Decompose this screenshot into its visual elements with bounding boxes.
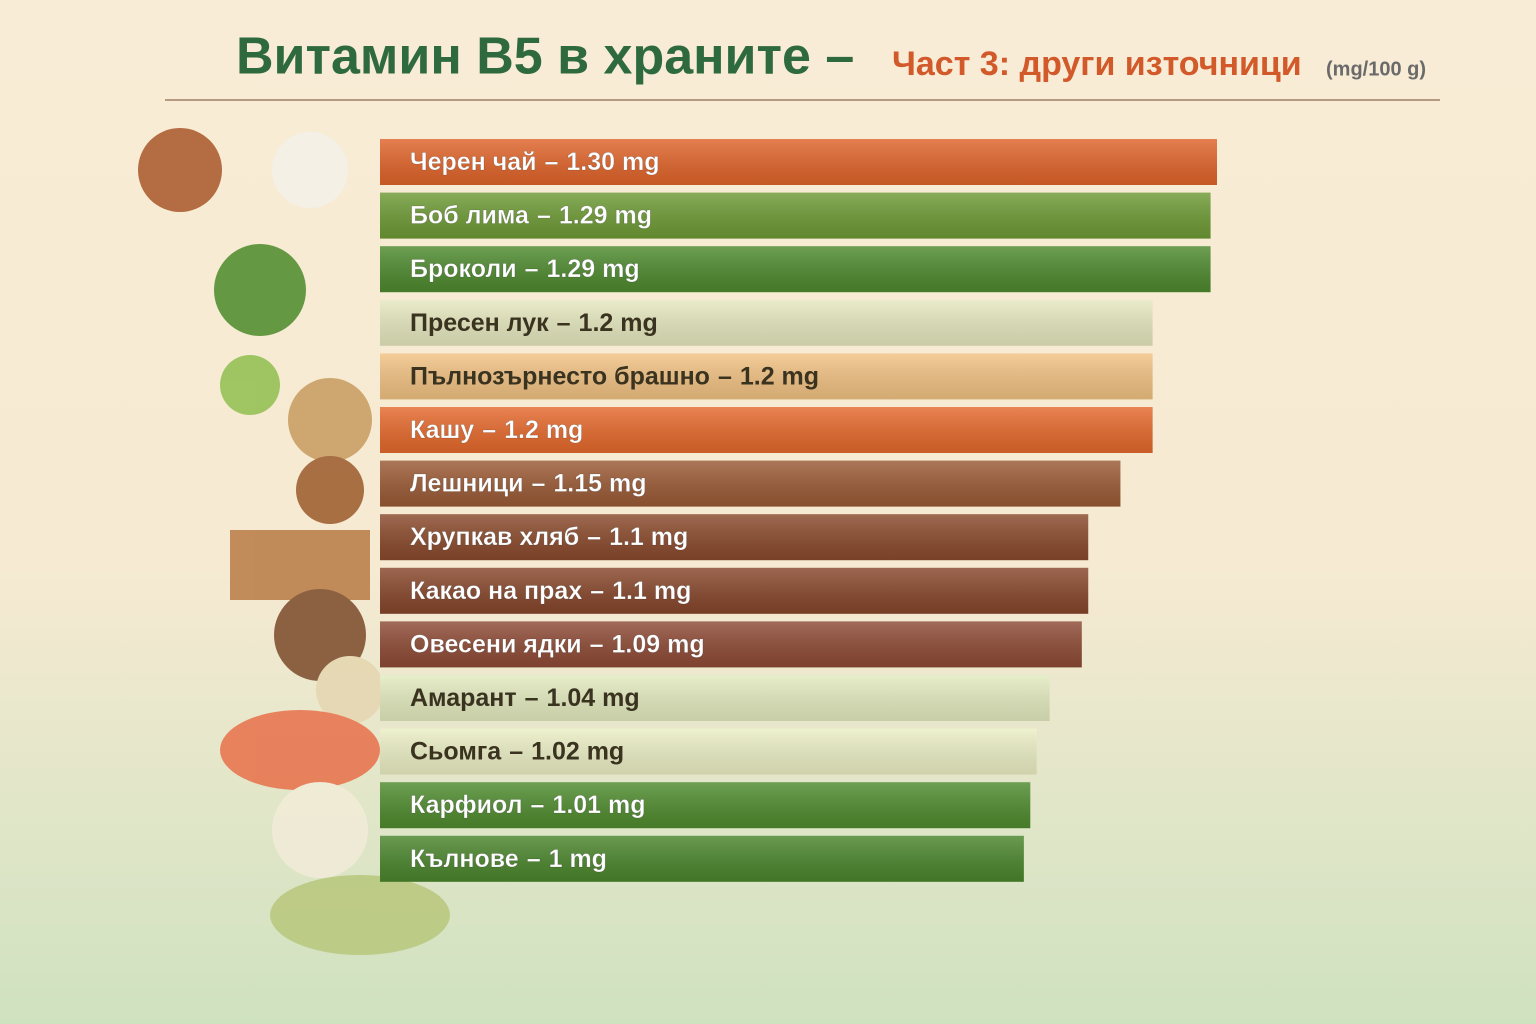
bar-sheen <box>380 139 1217 185</box>
value-label: 1.04 mg <box>547 684 640 712</box>
value-label: 1.29 mg <box>559 201 652 229</box>
category-label: Карфиол <box>410 791 523 819</box>
bar-sheen <box>380 835 1024 882</box>
bar-sheen <box>380 407 1153 453</box>
bar-label: Пресен лук –1.2 mg <box>410 308 658 336</box>
chart-subtitle: Част 3: други източници <box>892 45 1302 83</box>
category-label: Хрупкав хляб <box>410 523 579 551</box>
category-label: Черен чай <box>410 148 536 176</box>
bar-label: Сьомга –1.02 mg <box>410 737 624 765</box>
bar-sheen <box>380 675 1050 721</box>
separator: – <box>525 255 539 283</box>
value-label: 1.2 mg <box>504 416 583 444</box>
value-label: 1.01 mg <box>552 791 645 819</box>
separator: – <box>532 469 546 497</box>
bar-sheen <box>380 514 1089 561</box>
bar-label: Лешници –1.15 mg <box>410 469 647 497</box>
value-label: 1.02 mg <box>531 737 624 765</box>
separator: – <box>527 844 541 872</box>
bar-sheen <box>380 299 1153 346</box>
separator: – <box>531 791 545 819</box>
bar-label: Черен чай –1.30 mg <box>410 148 660 176</box>
bar-sheen <box>380 353 1153 400</box>
value-label: 1.30 mg <box>566 148 659 176</box>
bar-label: Овесени ядки –1.09 mg <box>410 630 705 658</box>
chart-title: Витамин B5 в храните – <box>236 28 854 86</box>
separator: – <box>718 362 732 390</box>
separator: – <box>482 416 496 444</box>
separator: – <box>590 576 604 604</box>
separator: – <box>557 308 571 336</box>
category-label: Овесени ядки <box>410 630 582 658</box>
bar-sheen <box>380 460 1121 507</box>
value-label: 1.2 mg <box>740 362 819 390</box>
separator: – <box>509 737 523 765</box>
bar-label: Броколи –1.29 mg <box>410 255 640 283</box>
bar-label: Карфиол –1.01 mg <box>410 791 646 819</box>
separator: – <box>587 523 601 551</box>
value-label: 1.2 mg <box>579 308 658 336</box>
category-label: Боб лима <box>410 201 530 229</box>
bar-label: Пълнозърнесто брашно –1.2 mg <box>410 362 819 390</box>
bar-sheen <box>380 567 1089 614</box>
value-label: 1.1 mg <box>609 523 688 551</box>
category-label: Кашу <box>410 416 474 444</box>
unit-note: (mg/100 g) <box>1326 58 1426 80</box>
bar-label: Боб лима –1.29 mg <box>410 201 652 229</box>
bar-label: Хрупкав хляб –1.1 mg <box>410 523 688 551</box>
separator: – <box>544 148 558 176</box>
category-label: Лешници <box>410 469 524 497</box>
bar-sheen <box>380 246 1211 293</box>
bar-label: Амарант –1.04 mg <box>410 684 640 712</box>
separator: – <box>590 630 604 658</box>
bar-label: Кълнове –1 mg <box>410 844 607 872</box>
value-label: 1.09 mg <box>612 630 705 658</box>
bar-sheen <box>380 728 1037 775</box>
bar-sheen <box>380 192 1211 239</box>
food-decoration <box>138 128 450 955</box>
category-label: Броколи <box>410 255 517 283</box>
bar-label: Какао на прах –1.1 mg <box>410 576 691 604</box>
value-label: 1.29 mg <box>547 255 640 283</box>
bar-label: Кашу –1.2 mg <box>410 416 583 444</box>
bar-sheen <box>380 621 1082 668</box>
category-label: Какао на прах <box>410 576 582 604</box>
value-label: 1.1 mg <box>612 576 691 604</box>
category-label: Пълнозърнесто брашно <box>410 362 710 390</box>
value-label: 1.15 mg <box>553 469 646 497</box>
category-label: Кълнове <box>410 844 519 872</box>
category-label: Пресен лук <box>410 308 549 336</box>
category-label: Сьомга <box>410 737 502 765</box>
separator: – <box>525 684 539 712</box>
separator: – <box>537 201 551 229</box>
bar-sheen <box>380 782 1031 829</box>
category-label: Амарант <box>410 684 517 712</box>
value-label: 1 mg <box>549 844 607 872</box>
